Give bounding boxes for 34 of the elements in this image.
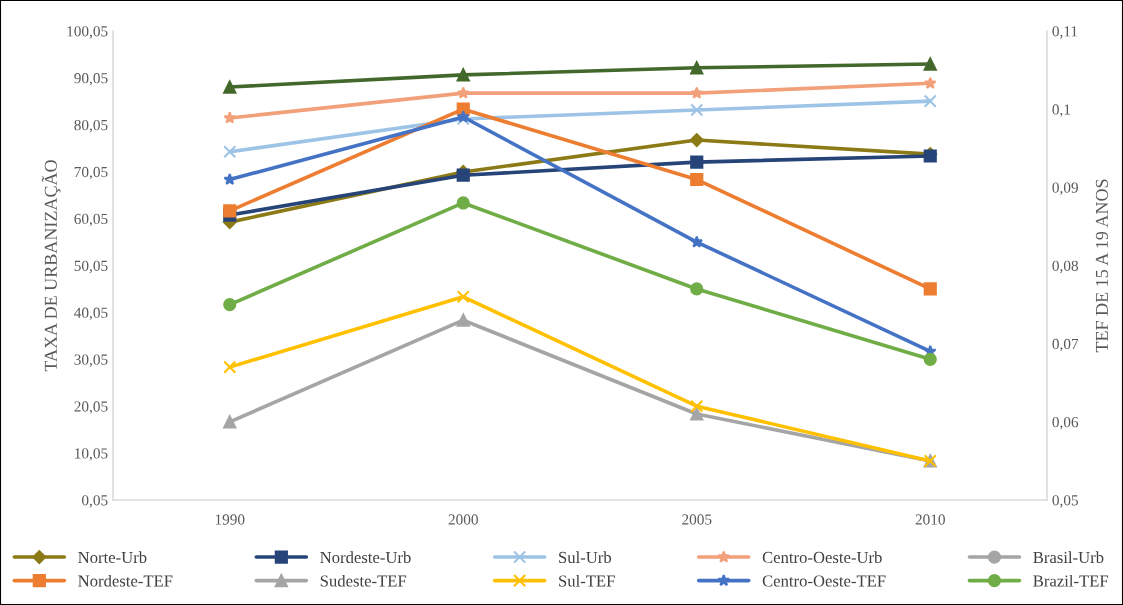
legend-label: Brazil-TEF bbox=[1033, 574, 1109, 587]
y-tick-label: 50,05 bbox=[74, 260, 108, 274]
y2-tick-label: 0,06 bbox=[1052, 416, 1079, 430]
y-tick-label: 20,05 bbox=[74, 401, 108, 414]
y2-tick-label: 0,09 bbox=[1052, 182, 1078, 195]
legend-label: Sul-Urb bbox=[559, 551, 612, 564]
x-tick-label: 1990 bbox=[215, 514, 245, 525]
y-tick-label: 90,05 bbox=[74, 73, 108, 86]
x-tick-label: 2005 bbox=[682, 514, 712, 525]
y-tick-label: 100,05 bbox=[67, 26, 108, 39]
y-tick-label: 80,05 bbox=[74, 119, 108, 133]
x-tick-label: 2010 bbox=[915, 514, 945, 525]
y-tick-label: 70,05 bbox=[74, 166, 108, 180]
legend-label: Norte-Urb bbox=[78, 551, 147, 564]
y2-tick-label: 0,08 bbox=[1052, 260, 1079, 274]
legend-label: Centro-Oeste-Urb bbox=[762, 551, 882, 564]
y2-tick-label: 0,1 bbox=[1052, 104, 1071, 117]
y-tick-label: 60,05 bbox=[74, 213, 108, 227]
legend-label: Sudeste-TEF bbox=[320, 574, 407, 587]
legend-label: Sul-TEF bbox=[559, 574, 615, 587]
y-tick-label: 0,05 bbox=[81, 495, 108, 508]
x-tick-label: 2000 bbox=[448, 514, 478, 525]
y-axis-title: TAXA DE URBANIZAÇÃO bbox=[41, 160, 61, 372]
y2-tick-label: 0,11 bbox=[1052, 26, 1078, 39]
y-tick-label: 10,05 bbox=[75, 448, 108, 461]
y2-tick-label: 0,07 bbox=[1052, 338, 1079, 352]
y2-tick-label: 0,05 bbox=[1052, 495, 1078, 508]
legend-label: Nordeste-Urb bbox=[320, 551, 411, 564]
legend-label: Nordeste-TEF bbox=[78, 574, 173, 587]
y-tick-label: 40,05 bbox=[74, 307, 108, 321]
y2-axis-title: TEF DE 15 A 19 ANOS bbox=[1095, 179, 1108, 353]
y-tick-label: 30,05 bbox=[74, 354, 108, 367]
legend-label: Brasil-Urb bbox=[1033, 551, 1104, 564]
legend-label: Centro-Oeste-TEF bbox=[762, 575, 886, 587]
